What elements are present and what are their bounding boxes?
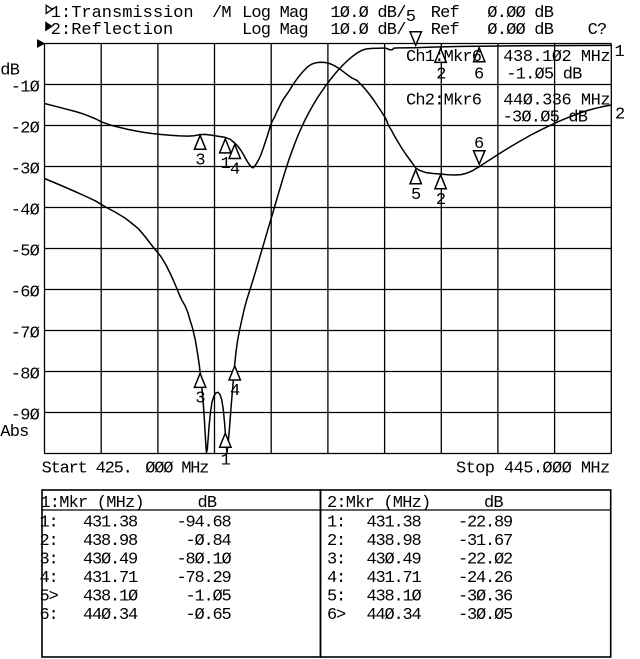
- svg-text:438.98: 438.98: [83, 532, 138, 551]
- svg-text:431.71: 431.71: [83, 569, 138, 588]
- svg-text:-2Ø: -2Ø: [11, 119, 40, 138]
- svg-text:-94.68: -94.68: [176, 514, 231, 533]
- svg-text:1: 1: [221, 155, 231, 174]
- svg-text:44Ø.34: 44Ø.34: [367, 606, 422, 625]
- svg-text:431.71: 431.71: [367, 569, 422, 588]
- svg-text:6: 6: [474, 135, 484, 154]
- svg-text:/M: /M: [212, 4, 231, 23]
- svg-text:-6Ø: -6Ø: [11, 283, 40, 302]
- svg-text:-7Ø: -7Ø: [11, 324, 40, 343]
- svg-text:dB: dB: [0, 62, 19, 81]
- svg-text:C?: C?: [588, 21, 607, 40]
- svg-text:2:Mkr (MHz): 2:Mkr (MHz): [327, 494, 430, 513]
- svg-text:6>: 6>: [327, 606, 346, 625]
- svg-text:4: 4: [230, 161, 240, 180]
- svg-text:-8Ø: -8Ø: [11, 365, 40, 384]
- svg-text:5>: 5>: [40, 588, 59, 607]
- svg-text:5: 5: [406, 8, 416, 27]
- svg-text:5: 5: [411, 186, 421, 205]
- svg-text:1:Transmission: 1:Transmission: [51, 4, 194, 23]
- svg-text:438.1Ø: 438.1Ø: [83, 588, 138, 607]
- svg-text:-3Ø: -3Ø: [11, 160, 40, 179]
- svg-text:-31.67: -31.67: [458, 532, 512, 551]
- svg-text:dB: dB: [198, 494, 217, 513]
- svg-text:Log Mag: Log Mag: [242, 21, 308, 40]
- svg-text:431.38: 431.38: [367, 514, 422, 533]
- svg-text:438.1Ø2 MHz: 438.1Ø2 MHz: [503, 48, 610, 67]
- svg-text:4:: 4:: [40, 569, 58, 588]
- svg-text:Ref: Ref: [431, 21, 460, 40]
- svg-text:Ch2:Mkr6: Ch2:Mkr6: [406, 92, 482, 111]
- svg-text:44Ø.34: 44Ø.34: [83, 606, 138, 625]
- svg-text:-22.89: -22.89: [458, 514, 513, 533]
- svg-text:-1.Ø5 dB: -1.Ø5 dB: [506, 65, 582, 84]
- svg-text:-4Ø: -4Ø: [11, 201, 40, 220]
- svg-text:4: 4: [230, 382, 240, 401]
- svg-text:-78.29: -78.29: [176, 569, 231, 588]
- svg-text:438.1Ø: 438.1Ø: [367, 588, 422, 607]
- svg-text:1: 1: [615, 43, 625, 62]
- svg-text:5:: 5:: [327, 588, 345, 607]
- svg-text:3:: 3:: [327, 551, 345, 570]
- svg-text:-22.Ø2: -22.Ø2: [458, 551, 512, 570]
- svg-text:-8Ø.1Ø: -8Ø.1Ø: [176, 551, 231, 570]
- svg-text:-3Ø.36: -3Ø.36: [458, 588, 513, 607]
- svg-text:-9Ø: -9Ø: [11, 406, 40, 425]
- svg-text:2: 2: [436, 191, 445, 210]
- svg-text:4:: 4:: [327, 569, 345, 588]
- svg-text:Ref: Ref: [431, 4, 460, 23]
- svg-text:-24.26: -24.26: [458, 569, 513, 588]
- svg-text:1:: 1:: [327, 514, 345, 533]
- svg-text:6: 6: [474, 65, 484, 84]
- svg-text:1Ø.Ø dB/: 1Ø.Ø dB/: [330, 21, 406, 40]
- svg-text:Start 425.: Start 425.: [42, 460, 132, 479]
- svg-text:1:Mkr (MHz): 1:Mkr (MHz): [40, 494, 143, 513]
- svg-text:438.98: 438.98: [367, 532, 422, 551]
- svg-text:2:: 2:: [40, 532, 58, 551]
- svg-text:43Ø.49: 43Ø.49: [83, 551, 138, 570]
- svg-text:43Ø.49: 43Ø.49: [367, 551, 422, 570]
- svg-text:1: 1: [221, 452, 231, 471]
- svg-text:-Ø.84: -Ø.84: [185, 532, 231, 551]
- svg-text:Ø.ØØ dB: Ø.ØØ dB: [487, 4, 553, 23]
- svg-text:-1.Ø5: -1.Ø5: [185, 588, 231, 607]
- svg-text:431.38: 431.38: [83, 514, 138, 533]
- svg-text:-Ø.65: -Ø.65: [185, 606, 231, 625]
- svg-text:-1Ø: -1Ø: [11, 78, 40, 97]
- svg-text:2: 2: [615, 106, 624, 125]
- svg-text:Ch1:Mkr6: Ch1:Mkr6: [406, 48, 482, 67]
- svg-text:ØØØ MHz: ØØØ MHz: [145, 460, 208, 479]
- svg-text:3: 3: [195, 151, 205, 170]
- svg-text:3:: 3:: [40, 551, 58, 570]
- svg-text:-3Ø.Ø5: -3Ø.Ø5: [458, 606, 513, 625]
- svg-text:1:: 1:: [40, 514, 58, 533]
- svg-text:2:Reflection: 2:Reflection: [51, 21, 173, 40]
- svg-text:Stop 445.ØØØ MHz: Stop 445.ØØØ MHz: [456, 460, 610, 479]
- svg-text:44Ø.336 MHz: 44Ø.336 MHz: [503, 92, 610, 111]
- svg-text:Abs: Abs: [0, 423, 28, 442]
- svg-text:dB: dB: [484, 494, 503, 513]
- svg-text:Ø.ØØ dB: Ø.ØØ dB: [487, 21, 553, 40]
- svg-text:3: 3: [195, 389, 205, 408]
- svg-text:-3Ø.Ø5 dB: -3Ø.Ø5 dB: [503, 109, 588, 128]
- svg-text:-5Ø: -5Ø: [11, 242, 40, 261]
- svg-text:1Ø.Ø dB/: 1Ø.Ø dB/: [330, 4, 406, 23]
- svg-text:2: 2: [436, 65, 445, 84]
- svg-text:6:: 6:: [40, 606, 58, 625]
- svg-text:2:: 2:: [327, 532, 345, 551]
- svg-text:Log Mag: Log Mag: [242, 4, 308, 23]
